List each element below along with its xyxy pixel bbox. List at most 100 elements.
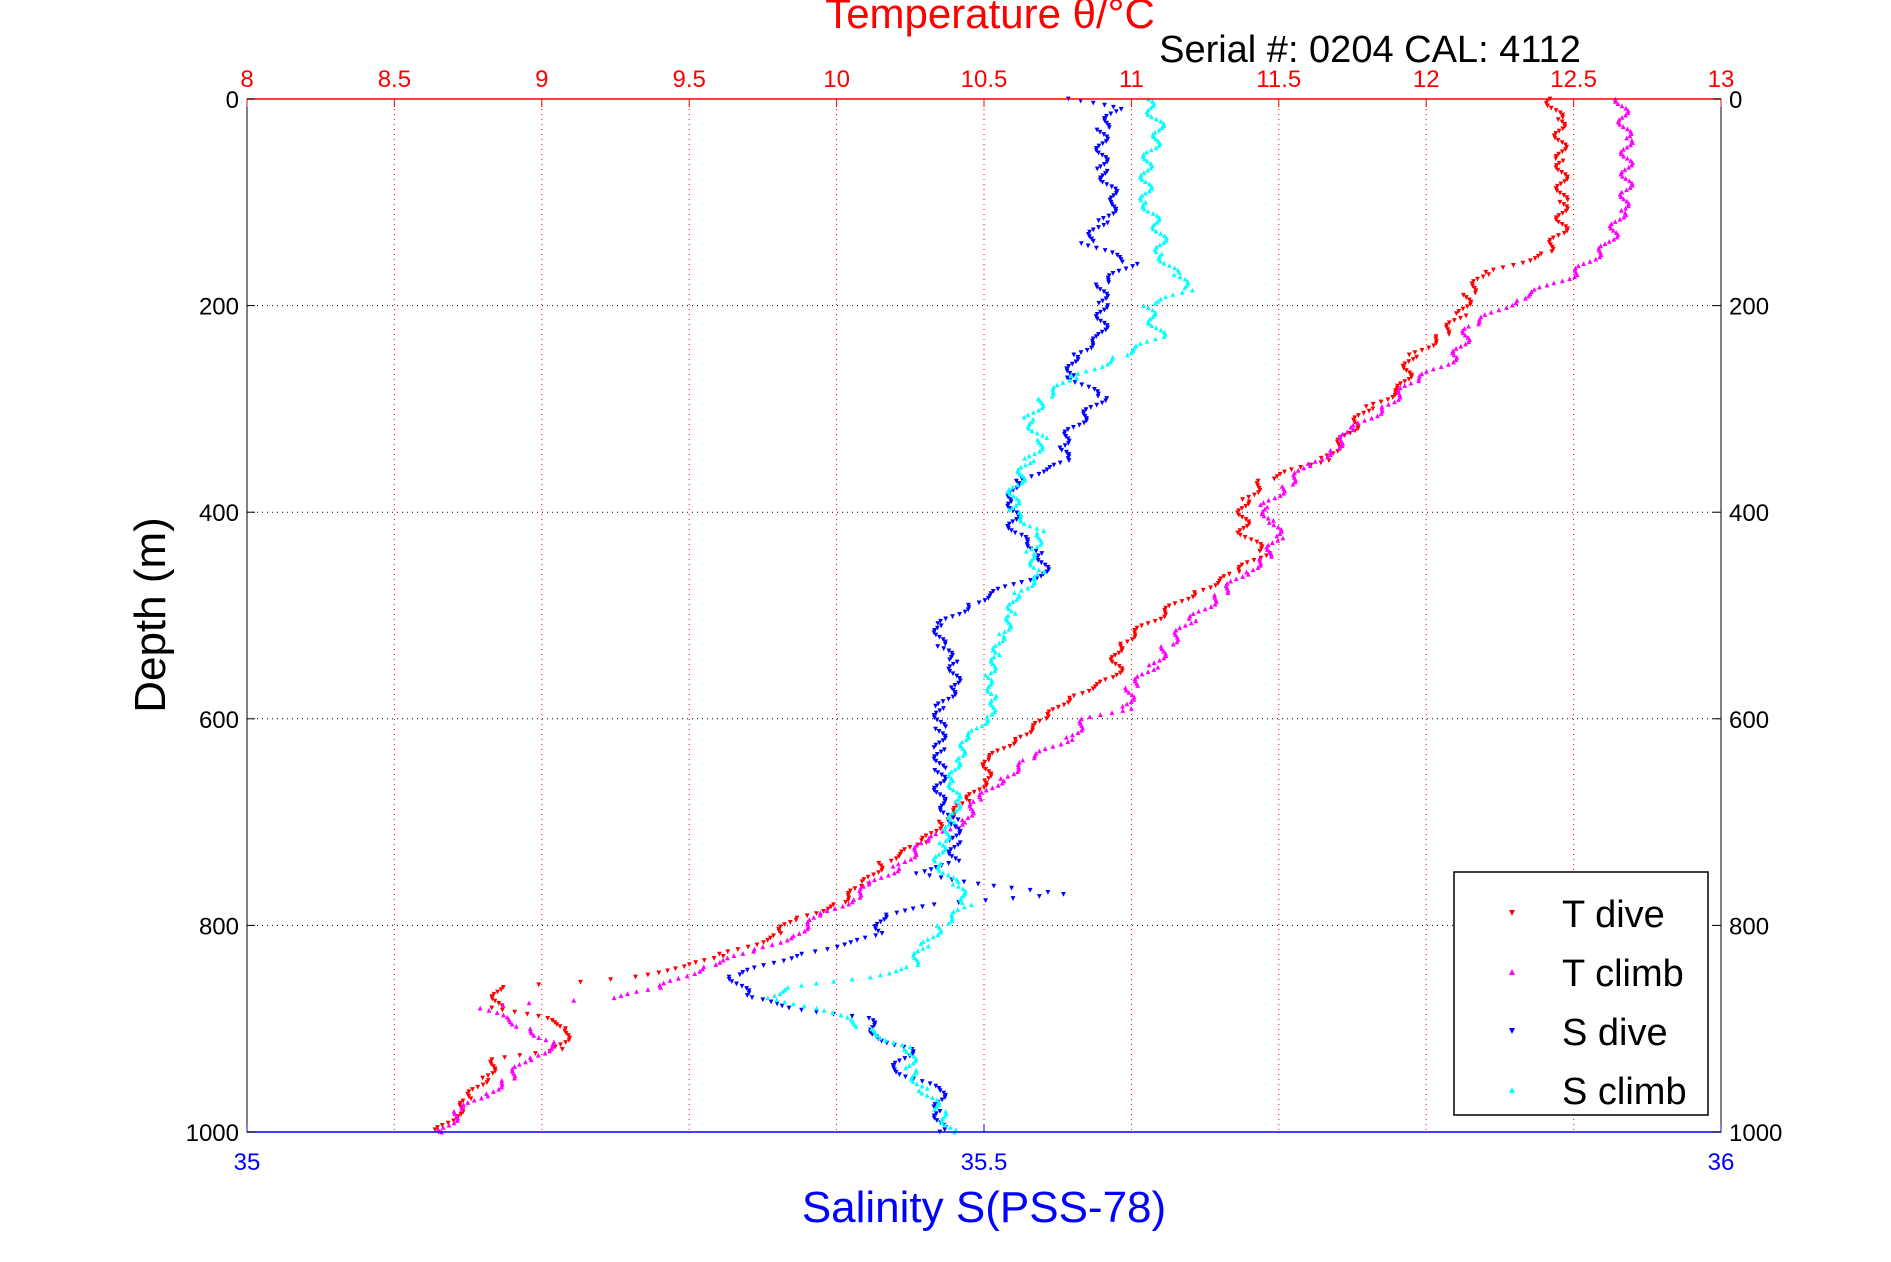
data-point bbox=[996, 652, 1002, 657]
data-point bbox=[1067, 370, 1073, 376]
data-point bbox=[938, 808, 943, 814]
data-point bbox=[1006, 606, 1011, 612]
data-point bbox=[1138, 197, 1144, 203]
data-point bbox=[1096, 225, 1101, 230]
data-point bbox=[951, 874, 956, 880]
data-point bbox=[535, 1052, 541, 1058]
data-point bbox=[1132, 676, 1138, 682]
data-point bbox=[1047, 465, 1053, 470]
data-point bbox=[1095, 393, 1101, 399]
data-point bbox=[1148, 165, 1154, 171]
data-point bbox=[1049, 393, 1055, 399]
data-point bbox=[1106, 280, 1112, 286]
data-point bbox=[788, 935, 794, 941]
data-point bbox=[925, 943, 931, 949]
data-point bbox=[946, 696, 951, 702]
data-point bbox=[985, 595, 991, 601]
data-point bbox=[935, 770, 941, 776]
data-point bbox=[913, 1056, 919, 1061]
data-point bbox=[941, 706, 946, 711]
top-tick-label: 8.5 bbox=[378, 66, 411, 93]
data-point bbox=[1248, 537, 1254, 543]
data-point bbox=[1146, 662, 1152, 668]
data-point bbox=[765, 937, 771, 943]
data-point bbox=[1166, 603, 1172, 609]
data-point bbox=[1146, 188, 1152, 194]
data-point bbox=[1370, 406, 1376, 412]
data-point bbox=[883, 1037, 888, 1043]
data-point bbox=[950, 661, 956, 667]
data-point bbox=[1011, 741, 1017, 747]
data-point bbox=[1244, 560, 1250, 566]
data-point bbox=[1158, 327, 1164, 333]
data-point bbox=[1355, 426, 1361, 432]
data-point bbox=[1426, 345, 1432, 351]
top-tick-label: 11.5 bbox=[1256, 66, 1301, 93]
data-point bbox=[1036, 439, 1042, 445]
data-point bbox=[1172, 601, 1178, 607]
data-point bbox=[778, 939, 784, 945]
data-point bbox=[771, 933, 776, 939]
data-point bbox=[1240, 497, 1246, 502]
data-point bbox=[1142, 156, 1147, 162]
data-point bbox=[1544, 282, 1550, 288]
data-point bbox=[1557, 190, 1563, 196]
data-point bbox=[938, 623, 944, 629]
data-point bbox=[1560, 210, 1566, 216]
data-point bbox=[1161, 120, 1166, 126]
data-point bbox=[1057, 460, 1063, 466]
data-point bbox=[1158, 616, 1164, 622]
data-point bbox=[471, 1097, 477, 1103]
data-point bbox=[1128, 699, 1134, 704]
data-point bbox=[1126, 690, 1132, 695]
data-point bbox=[965, 607, 971, 613]
data-point bbox=[912, 845, 917, 850]
data-point bbox=[1092, 366, 1098, 372]
data-point bbox=[1034, 571, 1040, 577]
data-point bbox=[1096, 300, 1102, 306]
top-tick-label: 9.5 bbox=[673, 66, 706, 93]
data-point bbox=[942, 641, 948, 647]
data-point bbox=[1079, 382, 1085, 388]
data-point bbox=[1305, 461, 1311, 466]
data-point bbox=[1010, 599, 1016, 605]
data-point bbox=[942, 847, 948, 853]
data-point bbox=[1015, 482, 1021, 488]
data-point bbox=[485, 1073, 491, 1079]
data-point bbox=[949, 911, 955, 917]
data-point bbox=[1575, 263, 1581, 269]
data-point bbox=[713, 962, 719, 967]
data-point bbox=[1270, 540, 1275, 546]
data-point bbox=[1128, 350, 1134, 356]
data-point bbox=[982, 598, 988, 603]
data-point bbox=[1011, 493, 1016, 499]
data-point bbox=[933, 632, 939, 638]
data-point bbox=[1064, 368, 1070, 374]
data-point bbox=[1328, 447, 1333, 453]
data-point bbox=[1390, 395, 1396, 400]
data-point bbox=[435, 1127, 441, 1133]
data-point bbox=[1626, 164, 1632, 170]
legend-label: T dive bbox=[1562, 894, 1665, 936]
data-point bbox=[1370, 401, 1376, 407]
data-point bbox=[938, 826, 943, 832]
data-point bbox=[915, 959, 921, 965]
data-point bbox=[1251, 558, 1257, 563]
data-point bbox=[1559, 140, 1565, 146]
data-point bbox=[956, 883, 961, 889]
data-point bbox=[1460, 328, 1465, 334]
data-point bbox=[1179, 599, 1185, 604]
data-point bbox=[1264, 553, 1269, 559]
data-point bbox=[1270, 517, 1276, 523]
data-point bbox=[1392, 399, 1397, 405]
data-point bbox=[492, 1068, 498, 1074]
data-point bbox=[950, 614, 955, 620]
data-point bbox=[1018, 514, 1024, 520]
data-point bbox=[559, 1046, 565, 1052]
data-point bbox=[1513, 300, 1519, 306]
data-point bbox=[1153, 249, 1159, 255]
data-point bbox=[1104, 159, 1110, 165]
data-point bbox=[992, 668, 998, 673]
data-point bbox=[532, 1051, 538, 1056]
data-point bbox=[1587, 258, 1593, 264]
